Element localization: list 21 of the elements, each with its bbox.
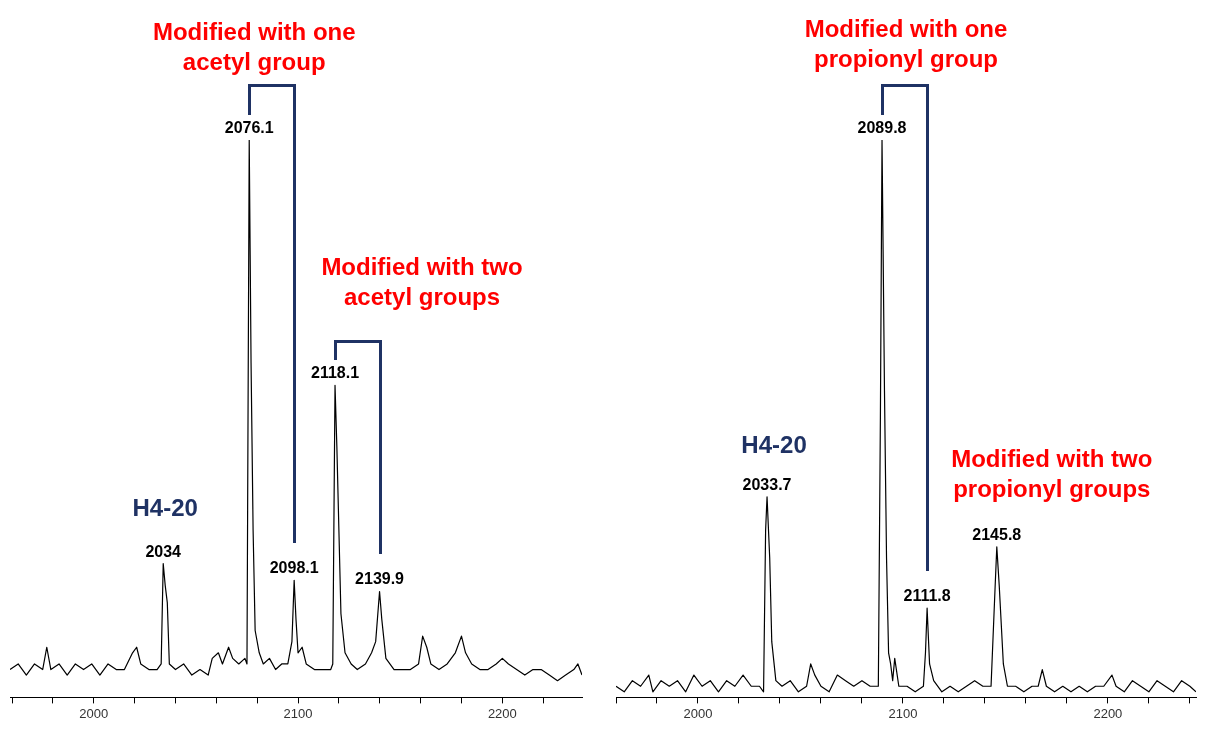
x-tick-label: 2000: [79, 705, 109, 721]
x-tick-label: 2100: [283, 705, 313, 721]
x-tick-label: 2100: [888, 705, 918, 721]
x-tick-label: 2200: [487, 705, 517, 721]
annotation: 2139.9: [355, 570, 405, 588]
annotation: 2076.1: [224, 119, 274, 136]
text: Modified with one propionyl group: [804, 15, 1008, 72]
annotation: 2098.1: [269, 559, 319, 577]
annotation: 2034: [145, 542, 182, 560]
x-tick-label: 2200: [1093, 705, 1123, 721]
annotation: Modified with two propionyl groups: [951, 444, 1153, 502]
annotation: H4-20: [132, 493, 198, 521]
text: Modified with one acetyl group: [152, 18, 356, 75]
x-tick-label: 2000: [683, 705, 713, 721]
annotation: 2111.8: [903, 587, 951, 605]
annotation: H4-20: [741, 430, 807, 458]
annotation: 2145.8: [972, 525, 1022, 543]
annotation: 2118.1: [310, 364, 360, 382]
annotation: 2033.7: [742, 475, 792, 493]
annotation: 2089.8: [857, 119, 907, 136]
annotation: Modified with two acetyl groups: [321, 253, 523, 311]
